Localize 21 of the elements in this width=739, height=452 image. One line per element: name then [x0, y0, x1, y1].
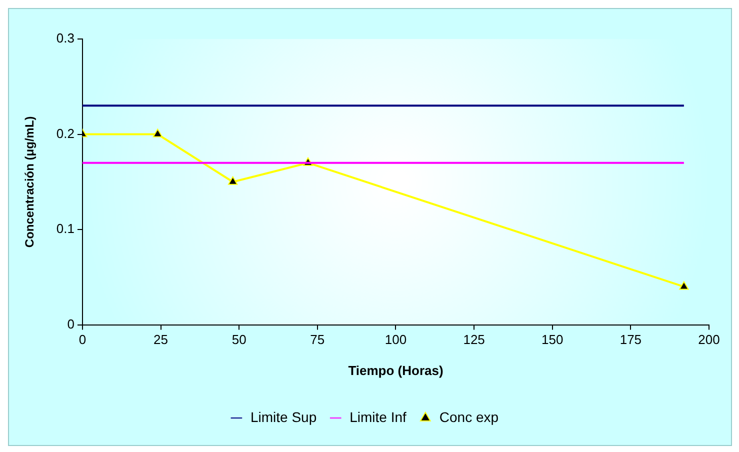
y-tick-label: 0.2 — [56, 126, 74, 141]
legend-label: Limite Sup — [250, 408, 317, 425]
legend-label: Limite Inf — [350, 408, 407, 425]
y-tick-label: 0.1 — [56, 221, 74, 236]
x-tick-label: 200 — [698, 332, 720, 348]
x-tick-label: 125 — [463, 332, 485, 348]
x-tick-label: 150 — [542, 332, 564, 348]
y-tick-label: 0.3 — [56, 30, 74, 46]
x-tick-label: 25 — [154, 332, 168, 348]
x-tick-label: 75 — [310, 332, 325, 348]
x-tick-label: 50 — [232, 332, 246, 348]
legend-label: Conc exp — [439, 408, 499, 425]
y-tick-label: 0 — [67, 316, 74, 332]
x-axis-title: Tiempo (Horas) — [348, 362, 444, 378]
x-tick-label: 100 — [384, 332, 407, 348]
point — [228, 176, 238, 185]
point — [679, 281, 689, 290]
x-tick-label: 175 — [620, 332, 642, 348]
point — [152, 128, 162, 138]
y-axis-title: Concentración (μg/mL) — [22, 116, 37, 248]
x-tick-label: 0 — [78, 332, 86, 348]
